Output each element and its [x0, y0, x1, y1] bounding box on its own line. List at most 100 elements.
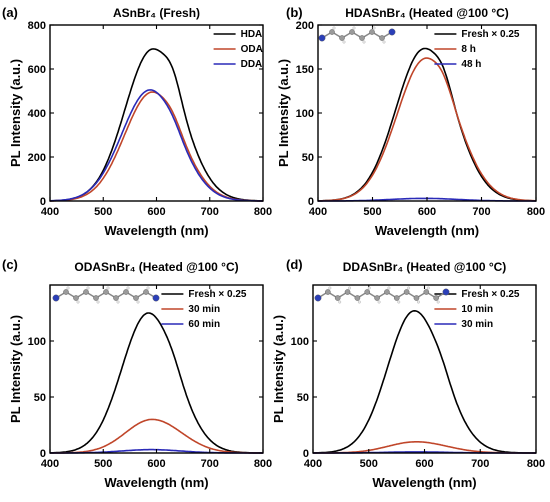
molecule-nitrogen-atom: [52, 294, 60, 302]
chart-title: DDASnBr₄ (Heated @100 °C): [343, 260, 507, 274]
molecule-carbon-atom: [143, 289, 149, 295]
molecule-carbon-atom: [63, 289, 69, 295]
y-tick-label: 50: [302, 152, 314, 164]
x-tick-label: 500: [94, 206, 112, 218]
legend-label: Fresh × 0.25: [461, 29, 520, 40]
series-line: [317, 57, 536, 202]
plot-frame: [317, 24, 537, 202]
molecule-carbon-atom: [433, 295, 439, 301]
y-tick-label: 50: [297, 392, 309, 404]
series-line: [50, 89, 264, 202]
x-tick-label: 800: [527, 458, 545, 470]
plot-frame: [49, 24, 264, 202]
y-tick-label: 100: [28, 336, 46, 348]
molecule-carbon-atom: [334, 295, 341, 301]
legend-label: Fresh × 0.25: [188, 289, 247, 300]
series-line: [50, 48, 263, 202]
chart-title: HDASnBr₄ (Heated @100 °C): [345, 6, 509, 20]
y-tick-label: 50: [34, 392, 46, 404]
molecule-nitrogen-atom: [152, 294, 160, 302]
x-tick-label: 500: [363, 206, 381, 218]
molecule-carbon-atom: [73, 295, 79, 301]
legend-label: 30 min: [461, 319, 493, 330]
molecule-hydrogen-atom: [387, 286, 391, 290]
molecule-nitrogen-atom: [314, 294, 322, 302]
molecule-hydrogen-atom: [332, 26, 336, 30]
y-tick-label: 100: [296, 108, 314, 120]
y-tick-label: 600: [28, 64, 46, 76]
series-line: [313, 309, 536, 454]
molecule-hydrogen-atom: [338, 300, 342, 304]
x-axis-label: Wavelength (nm): [375, 223, 479, 238]
chart-title: ODASnBr₄ (Heated @100 °C): [74, 260, 238, 274]
x-tick-label: 600: [147, 206, 165, 218]
x-tick-label: 400: [304, 458, 322, 470]
molecule-nitrogen-atom: [442, 288, 450, 296]
molecule-carbon-atom: [364, 289, 371, 295]
molecule-hydrogen-atom: [372, 26, 376, 30]
panel-label: (d): [286, 257, 303, 272]
y-tick-label: 0: [308, 196, 314, 208]
molecule-carbon-atom: [113, 295, 119, 301]
molecule-carbon-atom: [374, 295, 380, 301]
y-axis-label: PL Intensity (a.u.): [8, 315, 23, 423]
y-axis-label: PL Intensity (a.u.): [276, 59, 291, 167]
molecule-hydrogen-atom: [76, 300, 80, 304]
molecule-hydrogen-atom: [417, 300, 420, 304]
plot-frame: [312, 284, 537, 454]
chart-panel: (d) DDASnBr₄ (Heated @100 °C)400 500 600 700…: [271, 257, 545, 490]
panel-label: (c): [2, 257, 18, 272]
molecule-hydrogen-atom: [362, 40, 366, 44]
molecule-hydrogen-atom: [357, 300, 361, 304]
series-line: [50, 91, 263, 202]
y-tick-label: 800: [28, 20, 46, 32]
x-tick-label: 400: [309, 206, 327, 218]
x-tick-label: 800: [254, 458, 272, 470]
molecule-carbon-atom: [349, 29, 355, 35]
molecule-hydrogen-atom: [348, 286, 351, 290]
legend-label: HDA: [241, 29, 263, 40]
molecule-hydrogen-atom: [328, 286, 332, 290]
molecule-hydrogen-atom: [352, 26, 356, 30]
molecule-carbon-atom: [103, 289, 109, 295]
molecule-carbon-atom: [423, 289, 430, 295]
panel-label: (a): [2, 5, 18, 20]
legend-label: 30 min: [188, 304, 220, 315]
molecule-hydrogen-atom: [382, 40, 386, 44]
x-tick-label: 800: [527, 206, 545, 218]
molecule-nitrogen-atom: [388, 28, 396, 36]
molecule-carbon-atom: [123, 289, 129, 295]
molecule-nitrogen-atom: [318, 34, 326, 42]
x-tick-label: 400: [41, 458, 59, 470]
chart-panel: (a) ASnBr₄ (Fresh) 400 500 600 700 800 0 200 400 6…: [2, 5, 272, 238]
legend-label: 48 h: [461, 59, 481, 70]
x-axis-label: Wavelength (nm): [372, 475, 476, 490]
molecule-carbon-atom: [83, 289, 89, 295]
legend-label: ODA: [241, 44, 263, 55]
molecule-carbon-atom: [339, 35, 345, 41]
x-axis-label: Wavelength (nm): [104, 223, 208, 238]
molecule-hydrogen-atom: [146, 286, 150, 290]
molecule-carbon-atom: [403, 289, 410, 295]
x-tick-label: 700: [201, 206, 219, 218]
molecule-hydrogen-atom: [377, 300, 381, 304]
molecule-hydrogen-atom: [66, 286, 70, 290]
x-tick-label: 700: [201, 458, 219, 470]
x-tick-label: 700: [471, 458, 489, 470]
y-tick-label: 400: [28, 108, 46, 120]
legend-label: Fresh × 0.25: [461, 289, 520, 300]
y-tick-label: 150: [296, 64, 314, 76]
x-tick-label: 500: [360, 458, 378, 470]
molecule-carbon-atom: [133, 295, 139, 301]
molecule-carbon-atom: [93, 295, 99, 301]
molecule-icon: [314, 286, 450, 304]
y-tick-label: 0: [40, 196, 46, 208]
molecule-hydrogen-atom: [426, 286, 430, 290]
series-line: [50, 418, 263, 454]
x-tick-label: 600: [147, 458, 165, 470]
molecule-carbon-atom: [379, 35, 385, 41]
molecule-hydrogen-atom: [86, 286, 90, 290]
molecule-carbon-atom: [354, 295, 361, 301]
chart-title: ASnBr₄ (Fresh): [113, 6, 200, 20]
